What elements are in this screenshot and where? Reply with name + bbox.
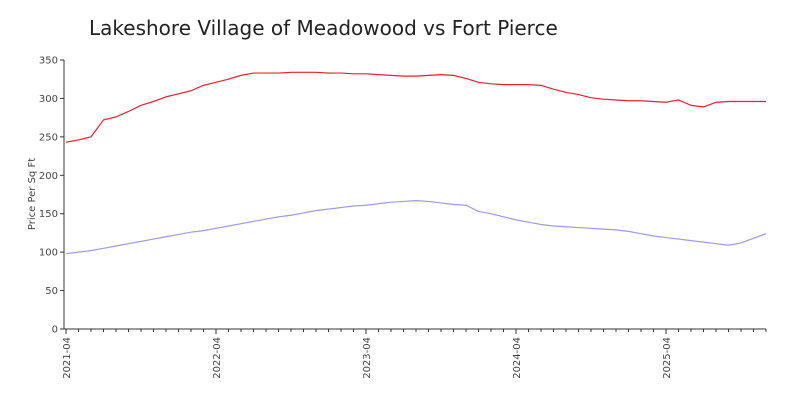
x-tick-label: 2025-04 <box>662 337 673 379</box>
y-tick-label: 100 <box>39 248 58 259</box>
y-tick-label: 0 <box>52 325 58 336</box>
x-tick-label: 2023-04 <box>362 337 373 379</box>
x-axis: 2021-04 2022-04 2023-04 2024-04 2025-04 <box>62 328 767 379</box>
y-axis: 0 50 100 150 200 250 300 350 <box>39 56 65 336</box>
x-tick-label: 2022-04 <box>212 337 223 379</box>
y-tick-label: 200 <box>39 171 58 182</box>
y-tick-label: 250 <box>39 132 58 143</box>
x-tick-label: 2024-04 <box>512 337 523 379</box>
y-tick-label: 300 <box>39 94 58 105</box>
series-line-2 <box>65 200 767 255</box>
y-axis-title: Price Per Sq Ft <box>27 158 38 230</box>
y-tick-label: 350 <box>39 56 58 67</box>
chart-title: Lakeshore Village of Meadowood vs Fort P… <box>89 16 558 40</box>
y-tick-label: 150 <box>39 209 58 220</box>
series-line-1 <box>65 71 766 143</box>
series-layer <box>65 71 767 255</box>
y-tick-label: 50 <box>45 286 58 297</box>
x-tick-label: 2021-04 <box>62 337 73 379</box>
